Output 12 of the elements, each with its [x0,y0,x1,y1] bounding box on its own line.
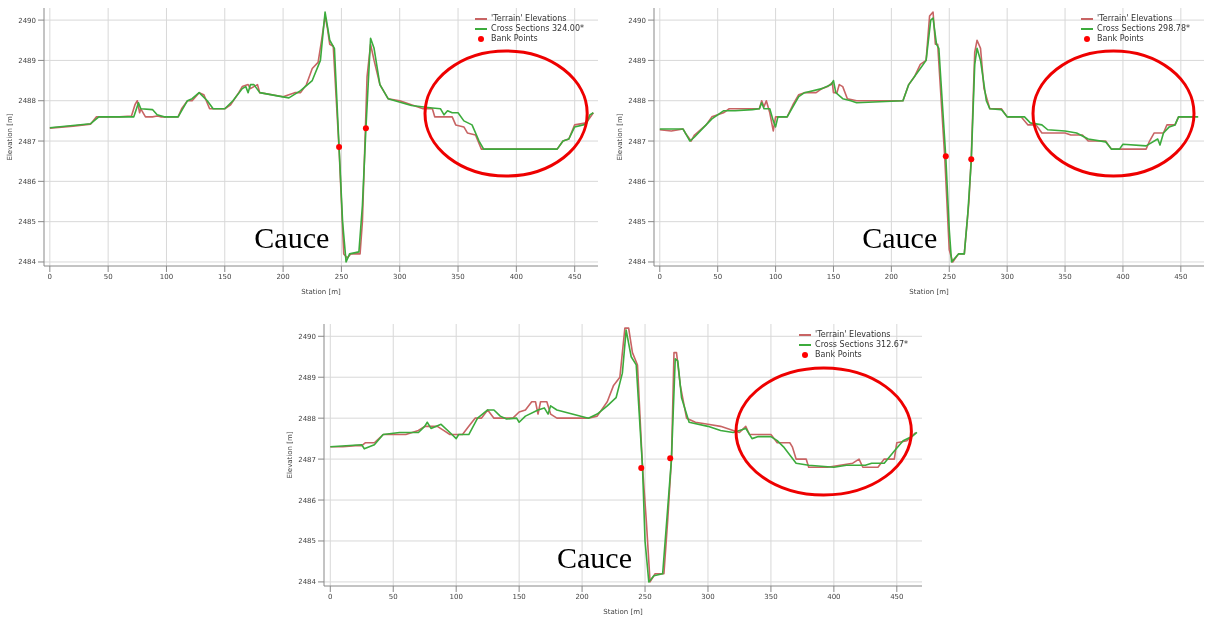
legend-label: Bank Points [491,34,538,44]
legend-label: 'Terrain' Elevations [815,330,891,340]
legend-label: Bank Points [1097,34,1144,44]
annotation: Cauce [254,220,330,254]
legend-label: 'Terrain' Elevations [491,14,567,24]
legend-label: Cross Sections 298.78* [1097,24,1190,34]
legend-label: Cross Sections 312.67* [815,340,908,350]
legend-label: 'Terrain' Elevations [1097,14,1173,24]
annotation: Cauce [862,220,938,254]
legend-label: Bank Points [815,350,862,360]
annotation: Cauce [557,540,632,574]
legend-label: Cross Sections 324.00* [491,24,584,34]
